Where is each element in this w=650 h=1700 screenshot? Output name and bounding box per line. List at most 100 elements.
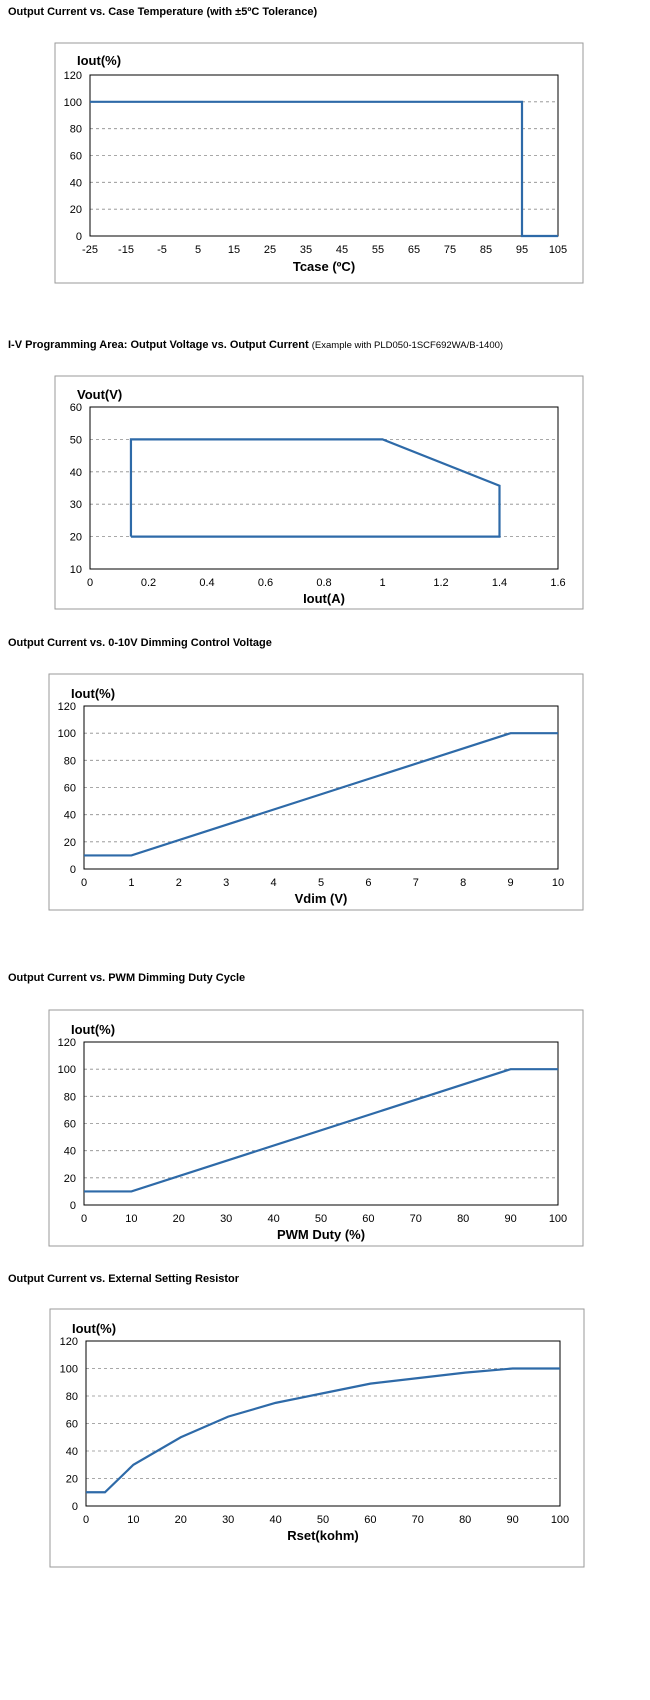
y-tick-label: 40 xyxy=(70,177,82,189)
chart-iv-area: 10 20 30 40 50 60 0 0.2 0.4 0.6 0.8 1 1.2 1.4 1.6 Vout(… xyxy=(54,375,584,610)
chart-title-pwm-duty: Output Current vs. PWM Dimming Duty Cycl… xyxy=(8,972,246,984)
x-tick-label: 7 xyxy=(413,877,419,889)
chart-case-temperature: 0 20 40 60 80 100 120 -25 -15 -5 5 15 25 35 45 55 65 75 85… xyxy=(54,42,584,284)
x-tick-label: 0.2 xyxy=(141,577,156,589)
x-tick-label: 55 xyxy=(372,244,384,256)
y-tick-label: 0 xyxy=(70,864,76,876)
plot-area xyxy=(83,1041,559,1206)
y-tick-label: 0 xyxy=(72,1501,78,1513)
x-tick-label: 0.6 xyxy=(258,577,273,589)
chart-note-iv-area: (Example with PLD050-1SCF692WA/B-1400) xyxy=(311,340,504,351)
plot-area xyxy=(89,406,559,570)
plot-area xyxy=(85,1340,561,1507)
x-tick-label: 5 xyxy=(318,877,324,889)
x-tick-label: 80 xyxy=(457,1213,469,1225)
x-tick-label: 1 xyxy=(128,877,134,889)
x-tick-label: 3 xyxy=(223,877,229,889)
y-tick-label: 10 xyxy=(70,564,82,576)
y-axis-title: Iout(%) xyxy=(71,686,115,701)
plot-area xyxy=(83,705,559,870)
series-line xyxy=(84,732,558,857)
y-tick-label: 60 xyxy=(66,1419,78,1431)
x-axis-title: Iout(A) xyxy=(303,591,345,606)
series-line xyxy=(84,1068,558,1193)
x-tick-label: -5 xyxy=(157,244,167,256)
x-tick-label: 4 xyxy=(271,877,277,889)
x-tick-label: 65 xyxy=(408,244,420,256)
x-tick-label: 1 xyxy=(379,577,385,589)
x-tick-label: 6 xyxy=(365,877,371,889)
x-tick-label: 2 xyxy=(176,877,182,889)
x-axis-title: Tcase (ºC) xyxy=(293,259,355,274)
x-tick-label: 70 xyxy=(412,1514,424,1526)
chart-frame xyxy=(48,673,584,911)
y-tick-label: 20 xyxy=(70,532,82,544)
x-tick-label: 10 xyxy=(127,1514,139,1526)
x-tick-label: 9 xyxy=(508,877,514,889)
y-tick-label: 100 xyxy=(60,1364,78,1376)
chart-frame xyxy=(54,375,584,610)
x-axis-title: PWM Duty (%) xyxy=(277,1227,365,1242)
y-tick-label: 20 xyxy=(70,204,82,216)
y-tick-label: 60 xyxy=(64,1119,76,1131)
chart-title-setting-resistor: Output Current vs. External Setting Resi… xyxy=(8,1273,240,1285)
x-tick-label: 100 xyxy=(551,1514,569,1526)
series-line xyxy=(86,1367,560,1494)
x-tick-label: 60 xyxy=(362,1213,374,1225)
y-tick-label: 0 xyxy=(70,1200,76,1212)
x-tick-label: 0 xyxy=(81,877,87,889)
x-tick-label: 90 xyxy=(506,1514,518,1526)
x-tick-label: 0 xyxy=(81,1213,87,1225)
x-axis-title: Vdim (V) xyxy=(295,891,348,906)
y-tick-label: 100 xyxy=(58,728,76,740)
x-tick-label: 50 xyxy=(317,1514,329,1526)
y-tick-label: 120 xyxy=(58,1037,76,1049)
y-axis-title: Iout(%) xyxy=(77,53,121,68)
x-tick-label: 50 xyxy=(315,1213,327,1225)
chart-frame xyxy=(48,1009,584,1247)
y-tick-label: 60 xyxy=(70,151,82,163)
x-tick-label: 45 xyxy=(336,244,348,256)
x-tick-label: 95 xyxy=(516,244,528,256)
x-tick-label: 10 xyxy=(552,877,564,889)
y-tick-label: 100 xyxy=(58,1064,76,1076)
x-tick-label: 0 xyxy=(87,577,93,589)
chart-frame xyxy=(54,42,584,284)
y-tick-label: 50 xyxy=(70,434,82,446)
y-tick-label: 40 xyxy=(64,810,76,822)
y-tick-label: 40 xyxy=(66,1446,78,1458)
chart-title-iv-area-text: I-V Programming Area: Output Voltage vs.… xyxy=(8,339,309,351)
chart-title-case-temperature: Output Current vs. Case Temperature (wit… xyxy=(8,6,318,18)
x-tick-label: 20 xyxy=(173,1213,185,1225)
chart-dimming-voltage: 0 20 40 60 80 100 120 0 1 2 3 4 5 6 7 8 9 10 Iout(%) Vdim (… xyxy=(48,673,584,911)
y-tick-label: 60 xyxy=(64,783,76,795)
y-axis-title: Iout(%) xyxy=(71,1022,115,1037)
y-tick-label: 20 xyxy=(66,1474,78,1486)
x-tick-label: 1.6 xyxy=(550,577,565,589)
x-tick-label: 5 xyxy=(195,244,201,256)
x-tick-label: 75 xyxy=(444,244,456,256)
chart-setting-resistor: 0 20 40 60 80 100 120 0 10 20 30 40 50 60 70 80 90 100 Iou… xyxy=(49,1308,585,1568)
x-tick-label: 8 xyxy=(460,877,466,889)
x-tick-label: -15 xyxy=(118,244,134,256)
x-tick-label: -25 xyxy=(82,244,98,256)
x-tick-label: 100 xyxy=(549,1213,567,1225)
x-tick-label: 10 xyxy=(125,1213,137,1225)
y-tick-label: 80 xyxy=(64,1091,76,1103)
y-tick-label: 120 xyxy=(60,1336,78,1348)
y-axis-title: Vout(V) xyxy=(77,387,122,402)
y-tick-label: 80 xyxy=(64,755,76,767)
series-line xyxy=(90,100,558,238)
x-tick-label: 1.4 xyxy=(492,577,507,589)
x-tick-label: 0.8 xyxy=(316,577,331,589)
y-tick-label: 20 xyxy=(64,1173,76,1185)
y-tick-label: 80 xyxy=(66,1391,78,1403)
x-tick-label: 80 xyxy=(459,1514,471,1526)
y-tick-label: 20 xyxy=(64,837,76,849)
x-tick-label: 25 xyxy=(264,244,276,256)
x-tick-label: 40 xyxy=(269,1514,281,1526)
x-axis-title: Rset(kohm) xyxy=(287,1528,359,1543)
x-tick-label: 90 xyxy=(504,1213,516,1225)
y-tick-label: 60 xyxy=(70,402,82,414)
chart-frame xyxy=(49,1308,585,1568)
